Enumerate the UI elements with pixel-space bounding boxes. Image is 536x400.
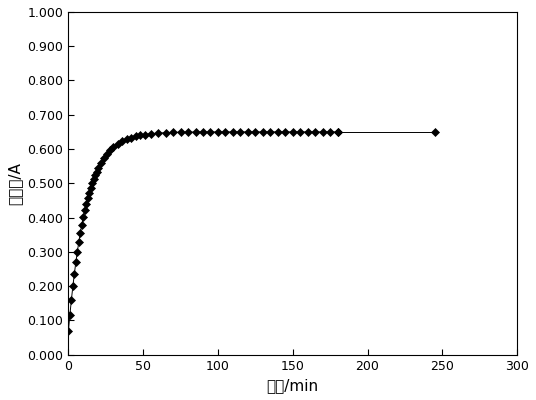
X-axis label: 时间/min: 时间/min xyxy=(267,378,319,393)
Y-axis label: 吸光度/A: 吸光度/A xyxy=(7,162,22,205)
